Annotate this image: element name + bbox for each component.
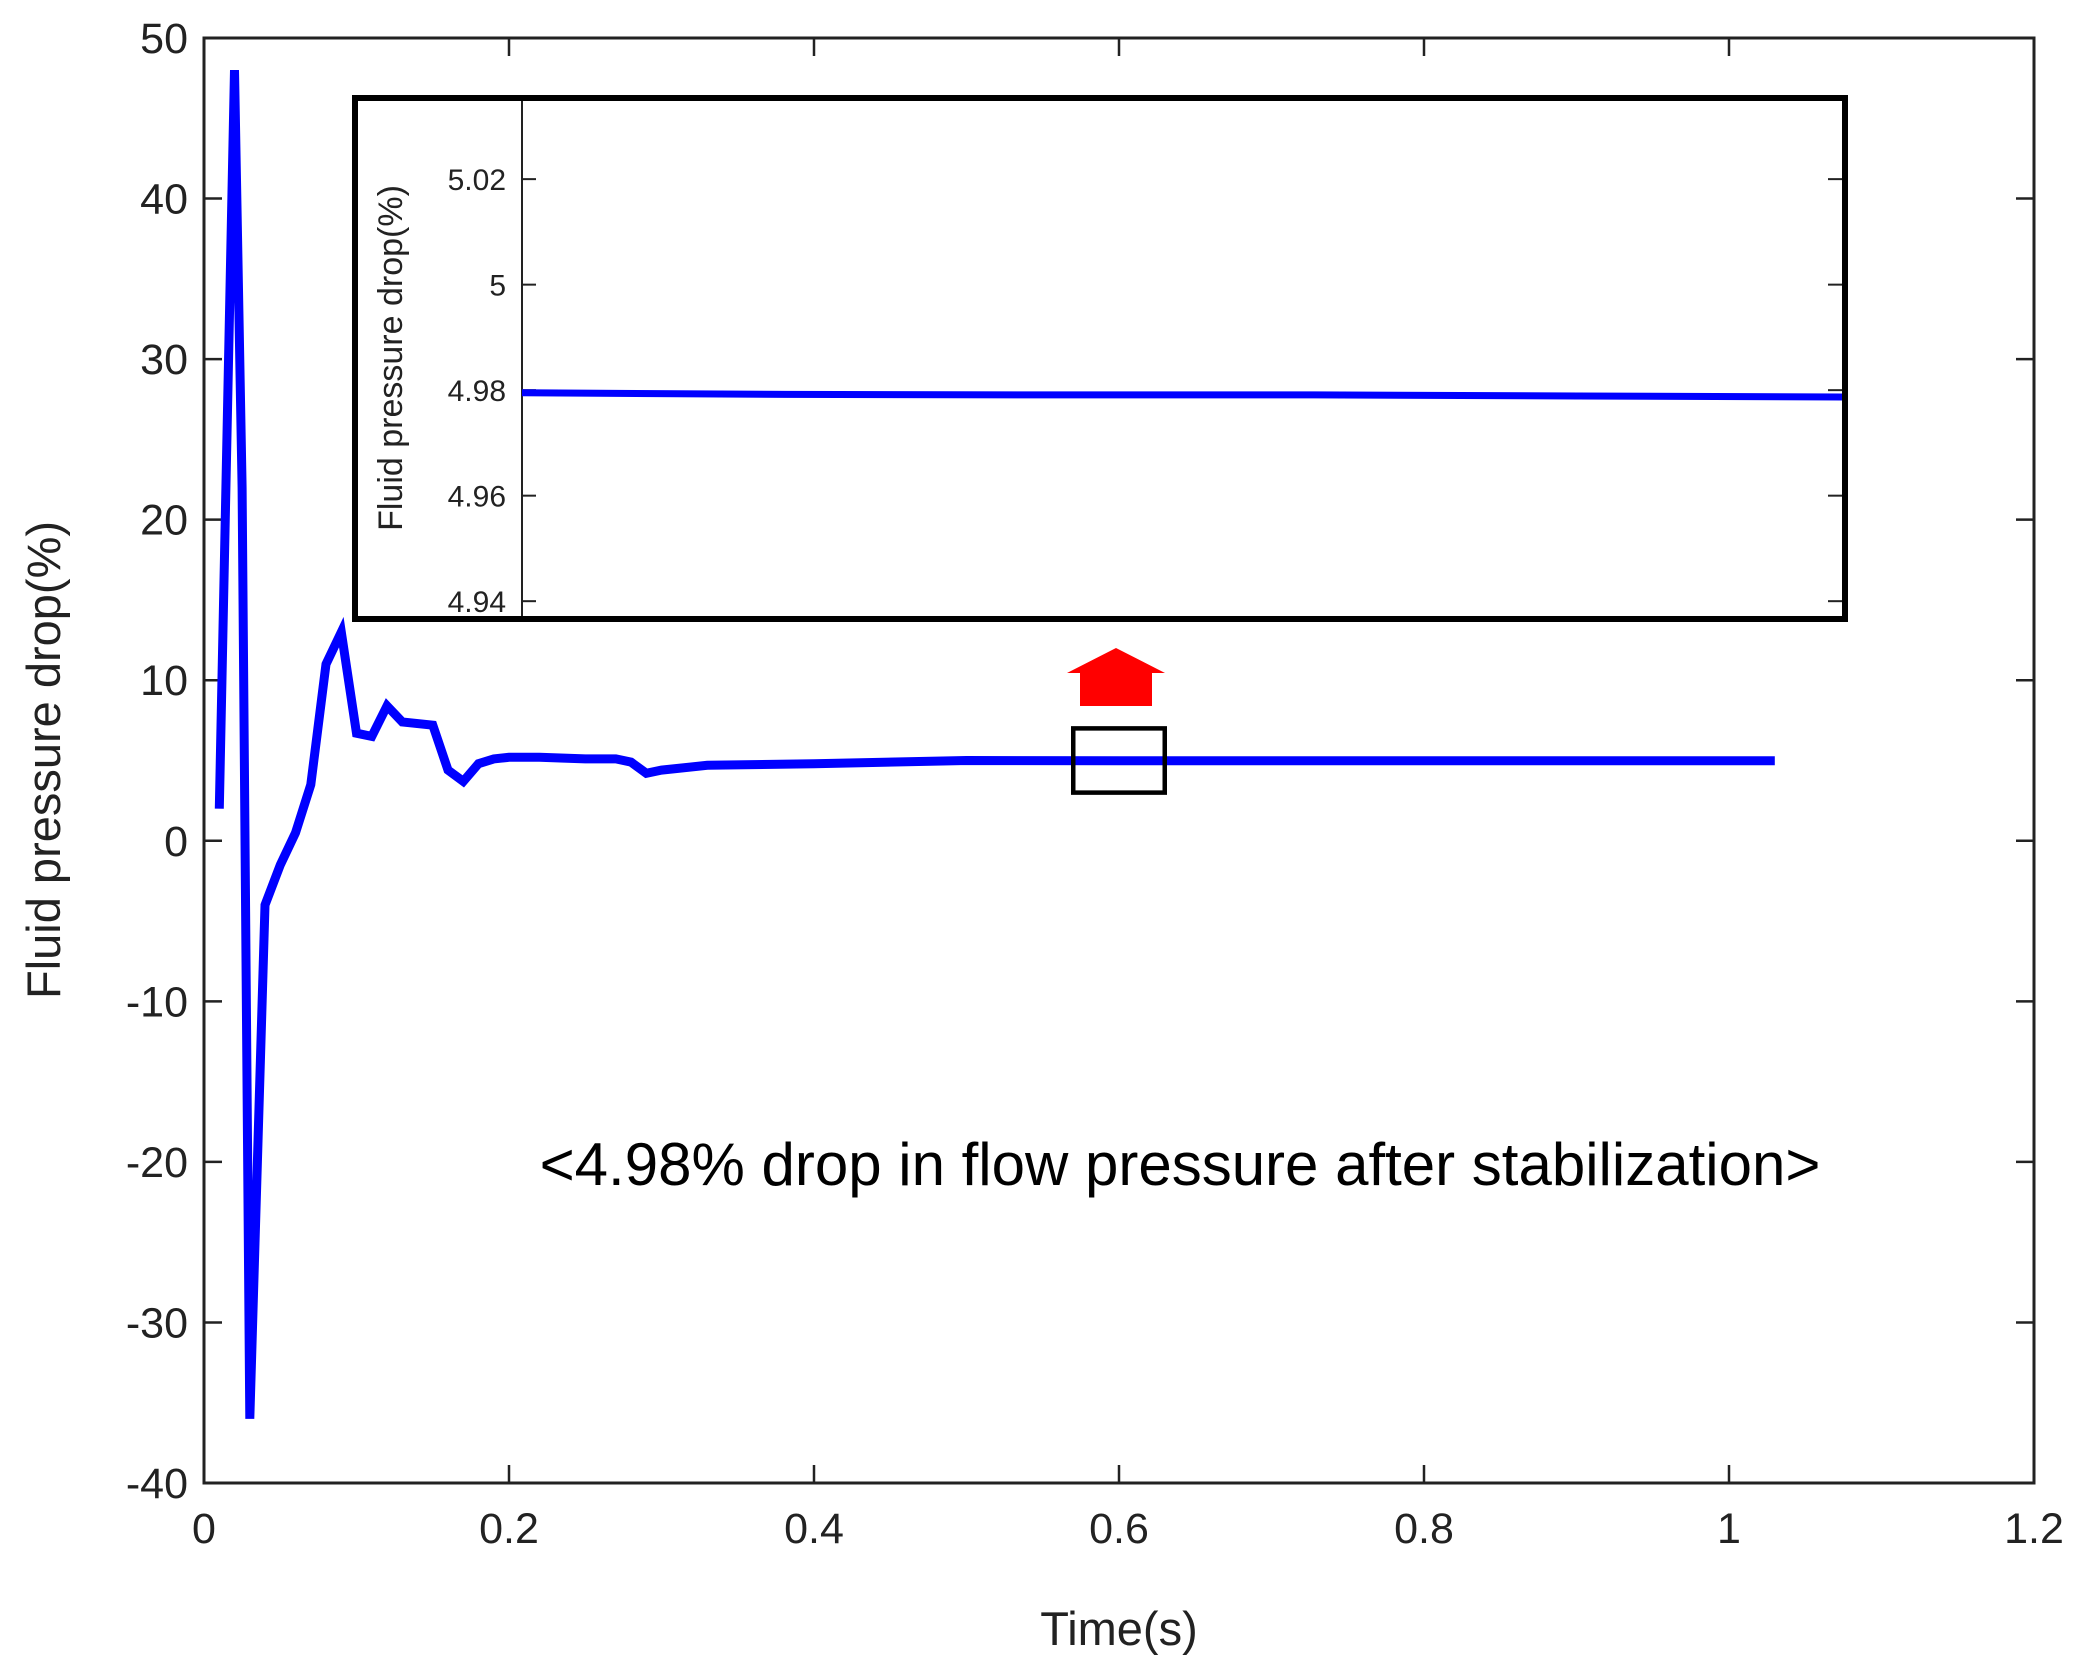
- y-tick-label: 20: [140, 497, 188, 545]
- inset-y-tick-label: 4.96: [448, 481, 506, 514]
- x-tick-label: 0.4: [784, 1505, 844, 1553]
- x-tick-label: 0.8: [1394, 1505, 1454, 1553]
- x-tick-label: 1: [1717, 1505, 1741, 1553]
- zoom-highlight-box: [1071, 726, 1167, 795]
- inset-plot-frame: [352, 95, 1848, 622]
- inset-y-tick-label: 5: [489, 270, 506, 303]
- x-tick-label: 0.2: [479, 1505, 539, 1553]
- x-tick-label: 0.6: [1089, 1505, 1149, 1553]
- x-tick-label: 1.2: [2004, 1505, 2064, 1553]
- inset-y-tick-label: 4.94: [448, 586, 506, 619]
- inset-background: [355, 98, 1845, 619]
- y-tick-label: -20: [126, 1139, 188, 1187]
- inset-series-group: [521, 389, 1843, 401]
- y-tick-label: -10: [126, 978, 188, 1026]
- y-tick-label: 40: [140, 176, 188, 224]
- y-tick-label: -40: [126, 1460, 188, 1508]
- main-axis-ticks: 0 0.2 0.4 0.6 0.8 1 1.2 -40 -30 -20 -10 0 10 20 30 40 50: [126, 15, 2064, 1553]
- main-y-axis-label: Fluid pressure drop(%): [17, 521, 70, 999]
- inset-y-axis-label: Fluid pressure drop(%): [372, 185, 410, 531]
- inset-y-tick-label: 4.98: [448, 375, 506, 408]
- main-x-axis-label: Time(s): [1040, 1602, 1198, 1655]
- fluid-pressure-line: [214, 70, 1775, 1419]
- y-tick-label: -30: [126, 1299, 188, 1347]
- y-tick-label: 50: [140, 15, 188, 63]
- y-tick-label: 10: [140, 657, 188, 705]
- y-tick-label: 0: [164, 818, 188, 866]
- zoom-arrow-icon: [1067, 648, 1165, 706]
- inset-y-tick-label: 5.02: [448, 164, 506, 197]
- inset-fluid-pressure-line: [521, 389, 1843, 401]
- inset-axis-ticks: 4.94 4.96 4.98 5 5.02: [448, 164, 1842, 619]
- main-series-group: [214, 70, 1775, 1419]
- y-tick-label: 30: [140, 336, 188, 384]
- stabilization-annotation: <4.98% drop in flow pressure after stabi…: [540, 1131, 1821, 1198]
- x-tick-label: 0: [192, 1505, 216, 1553]
